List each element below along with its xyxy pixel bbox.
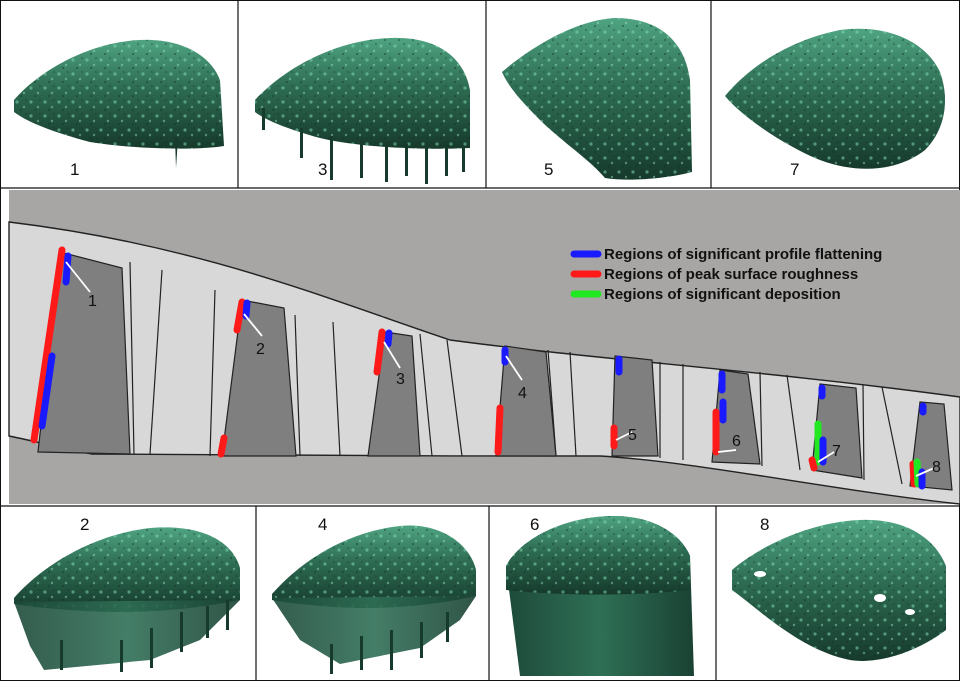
top-panel-row: 1 3 5 [0, 0, 960, 189]
calibrator-label-1: 1 [88, 293, 97, 310]
panel-number-1: 1 [70, 160, 79, 179]
calibrator-label-2: 2 [256, 341, 265, 358]
panel-number-2: 2 [80, 515, 89, 534]
calibrator-label-8: 8 [932, 459, 941, 476]
legend: Regions of significant profile flattenin… [570, 246, 882, 303]
calibrator-label-3: 3 [396, 371, 405, 388]
surface-render-5 [502, 18, 692, 180]
panel-number-8: 8 [760, 515, 769, 534]
panel-number-4: 4 [318, 515, 327, 534]
surface-render-7 [725, 28, 945, 169]
calibrator-label-4: 4 [518, 385, 527, 402]
surface-render-3 [255, 37, 470, 184]
panel-number-7: 7 [790, 160, 799, 179]
surface-render-8 [732, 519, 946, 661]
surface-render-1 [14, 39, 224, 168]
calibrator-channel: 1 2 3 4 5 6 7 8 Regions of significant p… [8, 190, 960, 505]
surface-render-6 [506, 515, 694, 676]
legend-label-deposition: Regions of significant deposition [604, 286, 841, 303]
panel-number-3: 3 [318, 160, 327, 179]
legend-label-roughness: Regions of peak surface roughness [604, 266, 858, 283]
calibrator-label-5: 5 [628, 427, 637, 444]
surface-render-4 [272, 525, 476, 674]
calibrator-label-7: 7 [832, 443, 841, 460]
calibrator-label-6: 6 [732, 433, 741, 450]
bottom-panel-row: 2 4 6 [0, 505, 960, 681]
legend-label-flattening: Regions of significant profile flattenin… [604, 246, 882, 263]
panel-number-5: 5 [544, 160, 553, 179]
panel-number-6: 6 [530, 515, 539, 534]
surface-render-2 [14, 527, 240, 672]
